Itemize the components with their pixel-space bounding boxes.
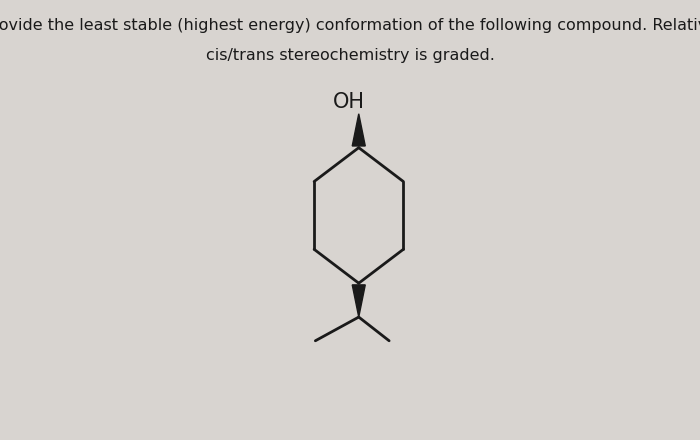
Text: Provide the least stable (highest energy) conformation of the following compound: Provide the least stable (highest energy…: [0, 18, 700, 33]
Text: OH: OH: [333, 92, 365, 112]
Polygon shape: [352, 114, 365, 146]
Text: cis/trans stereochemistry is graded.: cis/trans stereochemistry is graded.: [206, 48, 494, 63]
Polygon shape: [352, 285, 365, 317]
